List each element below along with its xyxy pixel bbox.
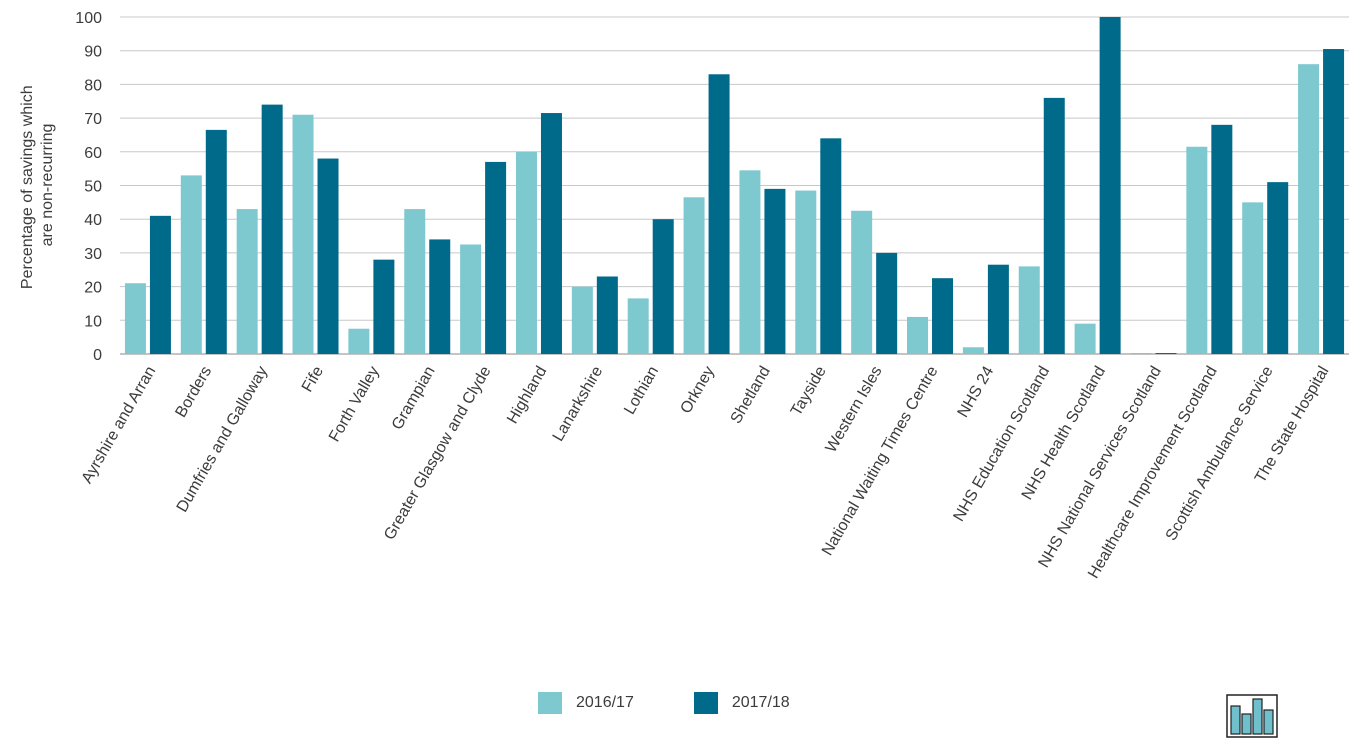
bars: [124, 17, 1345, 355]
bar-2016-17: [571, 286, 593, 354]
bar-2016-17: [962, 347, 984, 354]
bar-2017-18: [1043, 97, 1065, 354]
bar-2017-18: [261, 104, 283, 355]
y-tick-label: 30: [84, 246, 102, 263]
x-category-label: Lanarkshire: [550, 363, 607, 444]
legend-label-2017-18: 2017/18: [731, 694, 790, 711]
bar-2017-18: [317, 158, 339, 354]
bar-2017-18: [1323, 49, 1345, 354]
bar-2016-17: [460, 244, 482, 354]
x-category-label: Ayrshire and Arran: [79, 364, 160, 487]
bar-2017-18: [1211, 124, 1233, 354]
chart: 0 10 20 30 40 50 60 70 80 90 100 Ayrshire and Arra…: [19, 10, 1349, 581]
bar-2017-18: [1267, 182, 1289, 354]
x-category-label: Tayside: [788, 363, 830, 419]
x-category-label: NHS Education Scotland: [950, 364, 1053, 525]
bar-2017-18: [540, 113, 562, 354]
bar-2016-17: [1018, 266, 1040, 354]
y-tick-label: 50: [84, 179, 102, 196]
legend-swatch-2016-17: [538, 692, 562, 714]
x-category-label: Lothian: [621, 364, 662, 418]
bar-2016-17: [404, 209, 426, 354]
bar-2017-18: [652, 219, 674, 354]
y-tick-label: 70: [84, 111, 102, 128]
y-axis-title-line-2: are non-recurring: [39, 124, 56, 247]
y-tick-label: 40: [84, 212, 102, 229]
x-category-label: Forth Valley: [326, 364, 383, 445]
x-category-label: Fife: [299, 363, 327, 395]
y-tick-label: 90: [84, 44, 102, 61]
x-category-label: Scottish Ambulance Service: [1163, 363, 1277, 543]
bar-2016-17: [124, 283, 146, 354]
bar-2016-17: [236, 209, 258, 354]
x-category-label: Greater Glasgow and Clyde: [381, 363, 494, 543]
x-category-label: Borders: [173, 364, 216, 421]
y-axis-title-line-1: Percentage of savings which: [19, 85, 36, 289]
bar-2016-17: [515, 151, 537, 354]
legend-swatch-2017-18: [693, 692, 718, 714]
bar-2016-17: [795, 190, 817, 354]
y-tick-label: 80: [84, 77, 102, 94]
y-tick-label: 20: [84, 280, 102, 297]
bar-2016-17: [180, 175, 202, 354]
x-category-label: National Waiting Times Centre: [819, 363, 942, 558]
x-category-label: Orkney: [678, 364, 719, 417]
y-axis-ticks: 0 10 20 30 40 50 60 70 80 90 100: [75, 10, 102, 364]
bar-2016-17: [1298, 64, 1320, 355]
bar-2017-18: [708, 74, 730, 354]
bar-2016-17: [1242, 202, 1264, 354]
bar-2017-18: [987, 264, 1009, 354]
bar-2017-18: [876, 252, 898, 354]
bar-2016-17: [851, 210, 873, 354]
bar-2016-17: [1186, 146, 1208, 354]
bar-chart-icon[interactable]: [1226, 694, 1278, 738]
legend-label-2016-17: 2016/17: [576, 694, 634, 711]
bar-2016-17: [1130, 353, 1152, 354]
bar-2017-18: [820, 138, 842, 354]
y-tick-label: 10: [84, 313, 102, 330]
x-category-label: Shetland: [728, 364, 774, 427]
bar-2016-17: [739, 170, 761, 354]
bar-2016-17: [1074, 323, 1096, 354]
bar-2016-17: [907, 316, 929, 354]
bar-2016-17: [683, 197, 705, 354]
y-tick-label: 0: [93, 347, 102, 364]
x-category-label: Grampian: [389, 364, 439, 433]
x-category-label: NHS 24: [955, 363, 998, 420]
x-category-label: Western Isles: [823, 364, 886, 456]
legend-item-2017-18: 2017/18: [693, 692, 790, 714]
y-axis-title: Percentage of savings which are non-recu…: [19, 81, 56, 289]
bar-2017-18: [1099, 17, 1121, 354]
bar-2017-18: [1155, 353, 1177, 354]
bar-2017-18: [485, 161, 507, 354]
bar-2016-17: [627, 298, 649, 354]
bar-2017-18: [205, 129, 227, 354]
legend: 2016/17 2017/18: [538, 692, 850, 714]
x-category-label: Highland: [504, 364, 550, 427]
bar-2016-17: [348, 328, 370, 354]
bar-2017-18: [429, 239, 451, 354]
bar-2017-18: [373, 259, 395, 354]
legend-item-2016-17: 2016/17: [538, 692, 634, 714]
y-tick-label: 60: [84, 145, 102, 162]
bar-2017-18: [596, 276, 618, 354]
y-tick-label: 100: [75, 10, 102, 27]
bar-2017-18: [932, 278, 954, 354]
bar-2017-18: [764, 188, 786, 354]
bar-2017-18: [149, 215, 171, 354]
bar-2016-17: [292, 114, 314, 354]
